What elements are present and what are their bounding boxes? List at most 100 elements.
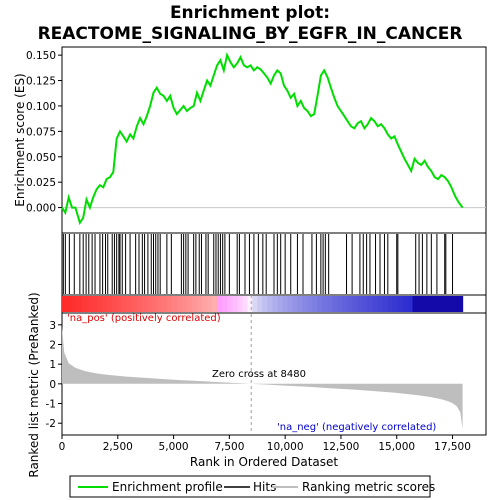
rank-color-segment [112,296,118,312]
rank-color-segment [452,296,459,312]
rank-color-segment [312,296,318,312]
rank-color-segment [167,296,173,312]
rank-color-segment [382,296,389,312]
rank-color-segment [267,296,273,312]
es-y-axis-label: Enrichment score (ES) [13,73,27,206]
x-tick-label: 0 [59,441,66,453]
metric-tick-label: -1 [46,399,56,411]
rank-color-segment [187,296,193,312]
rank-color-segment [292,296,298,312]
rank-color-segment [392,296,399,312]
rank-color-segment [412,296,419,312]
rank-color-segment [437,296,444,312]
rank-color-segment [162,296,168,312]
rank-color-segment [97,296,103,312]
metric-panel [61,312,487,436]
rank-color-segment [217,296,223,312]
rank-color-segment [457,296,464,312]
rank-color-segment [357,296,364,312]
rank-color-segment [107,296,113,312]
rank-color-segment [87,296,93,312]
rank-color-segment [247,296,253,312]
rank-color-segment [407,296,414,312]
rank-color-segment [442,296,449,312]
ranking-metric-fill [62,326,463,430]
rank-color-segment [77,296,83,312]
hit-markers [62,234,454,294]
rank-color-segment [417,296,424,312]
legend-enrichment-label: Enrichment profile [112,480,223,494]
rank-color-segment [122,296,128,312]
rank-color-segment [192,296,198,312]
rank-color-segment [327,296,333,312]
rank-color-segment [242,296,248,312]
metric-y-axis: 3 2 1 0 -1 -2 [46,320,62,430]
rank-color-segment [307,296,313,312]
rank-color-segment [197,296,203,312]
rank-color-gradient [62,296,464,312]
rank-color-segment [72,296,78,312]
rank-color-segment [237,296,243,312]
enrichment-profile-line [61,52,464,226]
rank-color-segment [172,296,178,312]
x-axis-label: Rank in Ordered Dataset [190,455,338,469]
rank-color-segment [302,296,308,312]
rank-color-segment [82,296,88,312]
rank-color-segment [92,296,98,312]
rank-color-segment [222,296,228,312]
metric-tick-label: -2 [46,418,56,430]
rank-color-segment [102,296,108,312]
es-tick-label: 0.025 [26,177,56,189]
rank-color-segment [62,296,68,312]
chart-title-line-2: REACTOME_SIGNALING_BY_EGFR_IN_CANCER [38,24,463,44]
rank-color-segment [152,296,158,312]
rank-color-segment [142,296,148,312]
rank-color-segment [212,296,218,312]
es-y-axis: 0.000 0.025 0.050 0.075 0.100 0.125 0.150 [26,50,62,215]
rank-color-segment [402,296,409,312]
rank-color-segment [207,296,213,312]
metric-tick-label: 0 [49,379,56,391]
rank-color-segment [182,296,188,312]
es-tick-label: 0.000 [26,203,56,215]
rank-color-segment [137,296,143,312]
rank-color-segment [262,296,268,312]
metric-tick-label: 1 [49,359,56,371]
rank-color-segment [342,296,349,312]
x-tick-label: 15,000 [378,441,415,453]
rank-color-segment [347,296,354,312]
rank-color-segment [67,296,73,312]
rank-color-segment [257,296,263,312]
rank-color-segment [147,296,153,312]
rank-color-segment [362,296,369,312]
legend: Enrichment profile Hits Ranking metric s… [69,475,435,498]
es-tick-label: 0.075 [26,126,56,138]
rank-color-segment [252,296,258,312]
es-tick-label: 0.100 [26,101,56,113]
rank-color-segment [117,296,123,312]
x-tick-label: 5,000 [159,441,189,453]
chart-title-line-1: Enrichment plot: [170,3,330,23]
legend-metric-label: Ranking metric scores [302,480,435,494]
rank-color-segment [337,296,343,312]
metric-tick-label: 3 [49,320,56,332]
rank-color-segment [297,296,303,312]
rank-color-segment [132,296,138,312]
legend-hits-label: Hits [253,480,276,494]
rank-color-segment [272,296,278,312]
rank-color-segment [317,296,323,312]
rank-color-segment [397,296,404,312]
rank-color-segment [177,296,183,312]
rank-color-segment [157,296,163,312]
metric-y-axis-label: Ranked list metric (PreRanked) [27,292,41,477]
x-tick-label: 12,500 [323,441,360,453]
x-axis: 0 2,500 5,000 7,500 10,000 12,500 15,000 17,500 [59,435,471,453]
zero-cross-label: Zero cross at 8480 [212,369,306,380]
rank-color-segment [277,296,283,312]
rank-color-segment [367,296,374,312]
rank-color-segment [332,296,338,312]
rank-color-segment [447,296,454,312]
es-tick-label: 0.050 [26,152,56,164]
rank-color-segment [287,296,293,312]
